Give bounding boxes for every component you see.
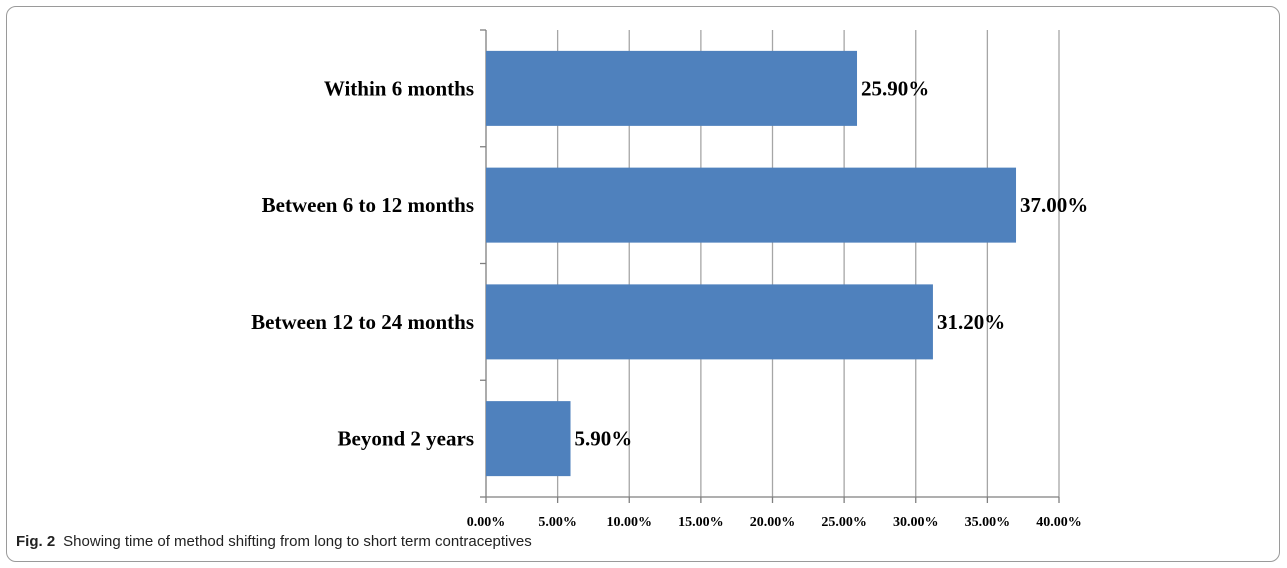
x-tick-label: 20.00% [750,515,796,530]
x-tick-label: 40.00% [1036,515,1082,530]
x-tick-label: 5.00% [538,515,577,530]
data-label: 5.90% [575,427,633,451]
category-label: Between 6 to 12 months [262,193,474,217]
bar [486,401,571,477]
figure-caption: Fig. 2 Showing time of method shifting fr… [16,533,532,550]
x-tick-label: 0.00% [467,515,506,530]
x-tick-label: 10.00% [607,515,653,530]
bar [486,284,933,360]
category-label: Within 6 months [324,76,474,100]
category-label: Beyond 2 years [338,427,475,451]
bars [486,50,1017,477]
x-tick-label: 30.00% [893,515,939,530]
data-label: 37.00% [1020,193,1088,217]
bar [486,167,1017,243]
figure-caption-text: Showing time of method shifting from lon… [63,533,532,550]
category-label: Between 12 to 24 months [251,310,474,334]
x-tick-label: 25.00% [821,515,867,530]
x-tick-label: 35.00% [965,515,1011,530]
figure-label: Fig. 2 [16,533,56,550]
data-label: 31.20% [937,310,1005,334]
labels: 0.00% 5.00% 10.00% 15.00% 20.00% 25.00% 30.00%… [251,76,1088,530]
bar [486,50,858,126]
data-label: 25.90% [861,76,929,100]
x-tick-label: 15.00% [678,515,724,530]
